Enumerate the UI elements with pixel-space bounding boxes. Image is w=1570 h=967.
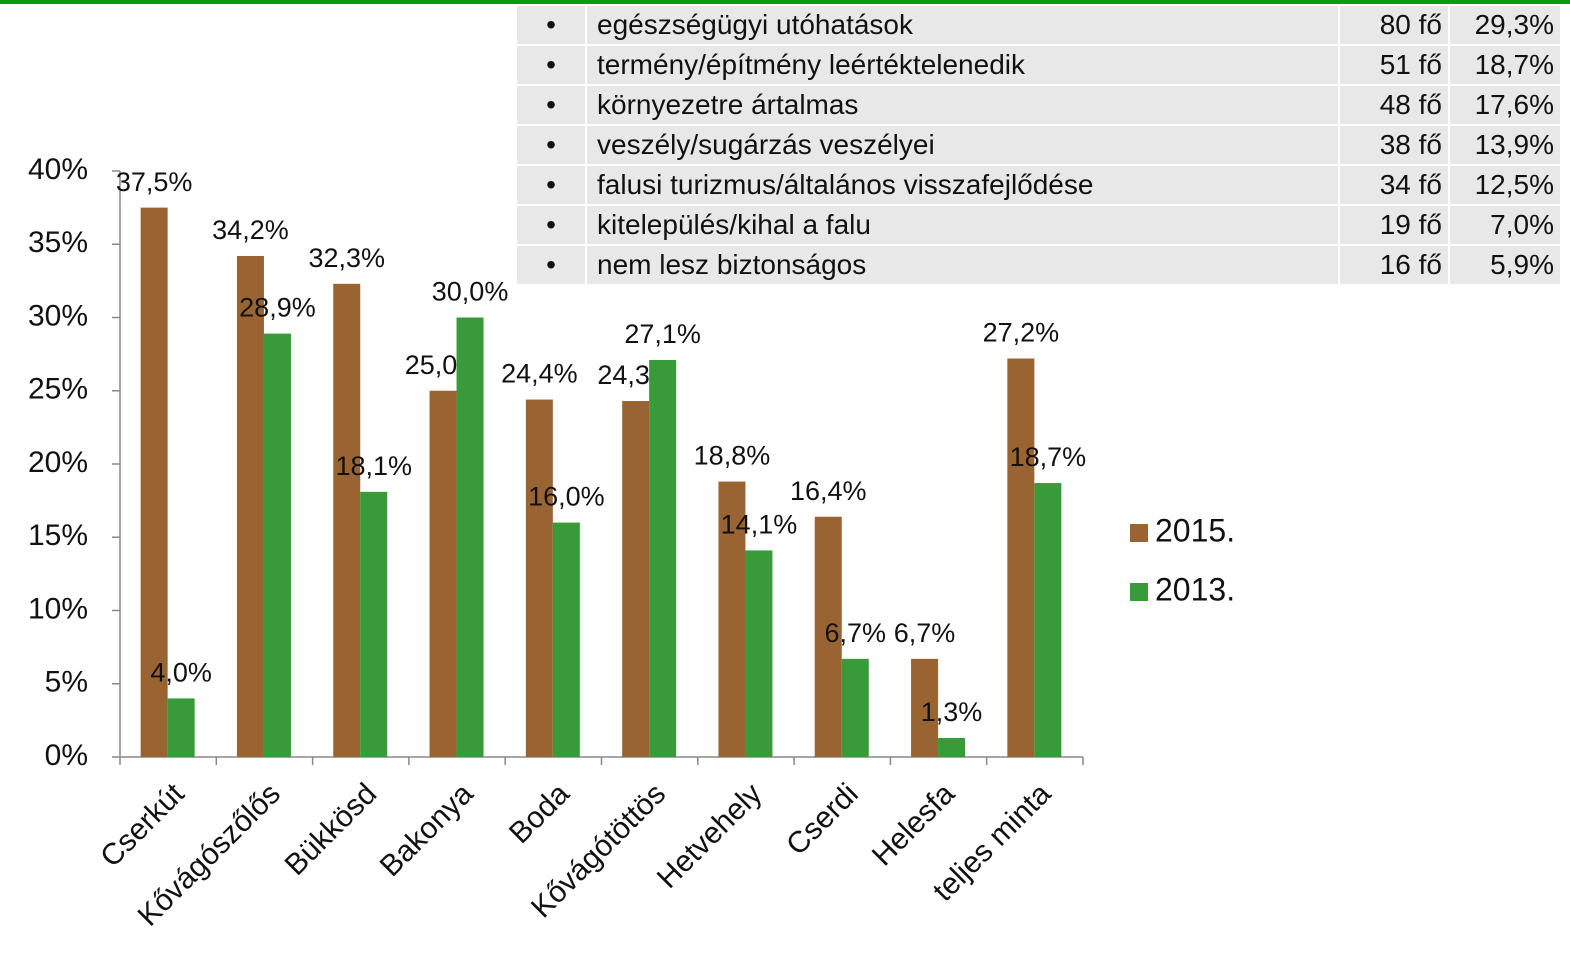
count: 19 fő [1340, 206, 1448, 244]
table-row: • nem lesz biztonságos 16 fő 5,9% [517, 246, 1562, 284]
x-tick-label: Bakonya [374, 777, 480, 883]
bar [456, 317, 484, 757]
bullet: • [517, 46, 585, 84]
bullet: • [517, 126, 585, 164]
reason: nem lesz biztonságos [587, 246, 1338, 284]
percent: 12,5% [1450, 166, 1560, 204]
bullet: • [517, 166, 585, 204]
x-tick-label: Bükkösd [279, 777, 384, 882]
bar [429, 390, 457, 757]
data-label: 6,7% [894, 618, 956, 648]
x-tick-label: Cserkút [94, 777, 191, 874]
reason: falusi turizmus/általános visszafejlődés… [587, 166, 1338, 204]
y-tick-label: 15% [28, 519, 88, 552]
percent: 29,3% [1450, 6, 1560, 44]
data-label: 16,4% [790, 476, 867, 506]
bar [140, 207, 168, 757]
data-label: 18,1% [335, 451, 412, 481]
bar [745, 550, 773, 757]
data-label: 18,7% [1010, 442, 1087, 472]
percent: 5,9% [1450, 246, 1560, 284]
percent: 17,6% [1450, 86, 1560, 124]
bar [1034, 483, 1062, 757]
data-label: 30,0% [432, 277, 509, 307]
bullet: • [517, 246, 585, 284]
x-tick-label: Cserdi [780, 777, 865, 862]
bar [552, 522, 580, 757]
legend-swatch [1130, 524, 1148, 542]
bar [525, 399, 553, 757]
y-tick-label: 10% [28, 592, 88, 625]
y-tick-label: 20% [28, 446, 88, 479]
count: 48 fő [1340, 86, 1448, 124]
table-row: • termény/építmény leértéktelenedik 51 fő 1… [517, 46, 1562, 84]
legend-swatch [1130, 583, 1148, 601]
y-tick-label: 35% [28, 226, 88, 259]
reason: egészségügyi utóhatások [587, 6, 1338, 44]
table-row: • környezetre ártalmas 48 fő 17,6% [517, 86, 1562, 124]
table-row: • egészségügyi utóhatások 80 fő 29,3% [517, 6, 1562, 44]
percent: 13,9% [1450, 126, 1560, 164]
data-label: 28,9% [239, 293, 316, 323]
bar [814, 516, 842, 757]
legend-label: 2013. [1155, 571, 1235, 607]
y-tick-label: 25% [28, 373, 88, 406]
table-row: • kitelepülés/kihal a falu 19 fő 7,0% [517, 206, 1562, 244]
bar [236, 255, 264, 757]
x-tick-label: Hetvehely [651, 777, 769, 895]
bar [360, 491, 388, 757]
data-label: 6,7% [824, 618, 886, 648]
legend-label: 2015. [1155, 512, 1235, 548]
data-label: 16,0% [528, 482, 605, 512]
bar [263, 333, 291, 757]
data-label: 37,5% [116, 167, 193, 197]
reason: környezetre ártalmas [587, 86, 1338, 124]
bar [718, 481, 746, 757]
data-label: 1,3% [921, 697, 983, 727]
count: 51 fő [1340, 46, 1448, 84]
data-label: 34,2% [212, 215, 289, 245]
bar [333, 283, 361, 757]
bar [167, 698, 195, 757]
bullet: • [517, 206, 585, 244]
count: 38 fő [1340, 126, 1448, 164]
data-label: 27,2% [983, 318, 1060, 348]
reason: termény/építmény leértéktelenedik [587, 46, 1338, 84]
reason: veszély/sugárzás veszélyei [587, 126, 1338, 164]
table: • egészségügyi utóhatások 80 fő 29,3% • termé… [517, 6, 1562, 286]
data-label: 4,0% [150, 658, 212, 688]
table-row: • falusi turizmus/általános visszafejlődé… [517, 166, 1562, 204]
bar [622, 401, 650, 757]
percent: 7,0% [1450, 206, 1560, 244]
x-tick-label: Boda [503, 777, 576, 850]
data-label: 14,1% [721, 510, 798, 540]
y-tick-label: 0% [45, 739, 88, 772]
count: 80 fő [1340, 6, 1448, 44]
y-tick-label: 5% [45, 666, 88, 699]
top-rule [0, 0, 1570, 4]
data-label: 32,3% [308, 243, 385, 273]
bar [841, 658, 869, 757]
table-row: • veszély/sugárzás veszélyei 38 fő 13,9% [517, 126, 1562, 164]
data-label: 18,8% [694, 441, 771, 471]
y-tick-label: 40% [28, 153, 88, 186]
count: 34 fő [1340, 166, 1448, 204]
data-label: 27,1% [624, 319, 701, 349]
reason: kitelepülés/kihal a falu [587, 206, 1338, 244]
bullet: • [517, 86, 585, 124]
data-label: 24,4% [501, 359, 578, 389]
bar [649, 359, 677, 757]
y-tick-label: 30% [28, 299, 88, 332]
bar [911, 658, 939, 757]
bullet: • [517, 6, 585, 44]
bar [938, 737, 966, 757]
count: 16 fő [1340, 246, 1448, 284]
percent: 18,7% [1450, 46, 1560, 84]
x-tick-label: Helesfa [866, 777, 961, 872]
bar [1007, 358, 1035, 757]
